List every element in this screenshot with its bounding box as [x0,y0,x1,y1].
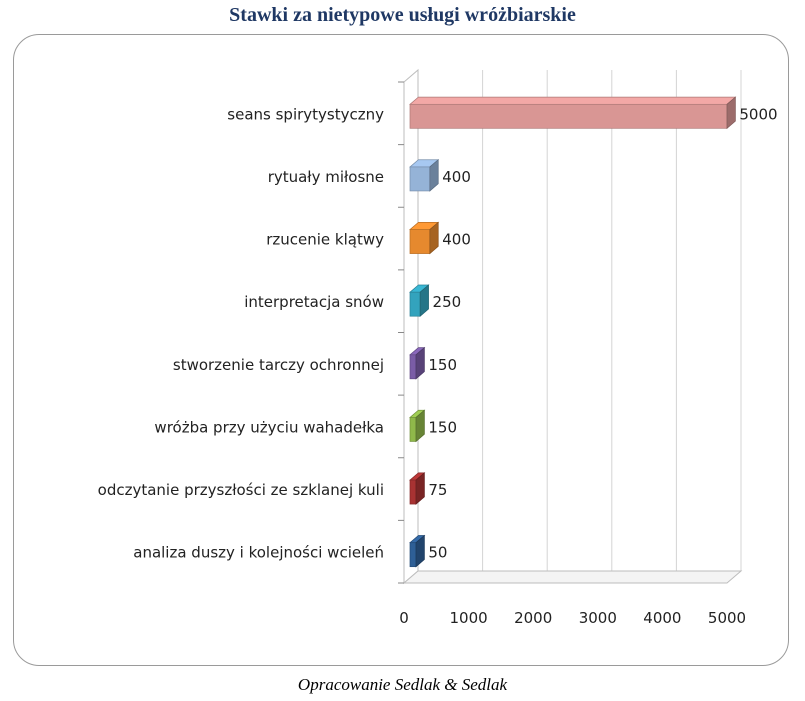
category-label: wróżba przy użyciu wahadełka [154,418,384,436]
bar-side [429,221,439,255]
bar [409,229,431,254]
floor [402,570,743,584]
data-label: 75 [428,481,447,499]
bar [409,542,417,568]
data-label: 150 [428,356,457,374]
data-label: 250 [433,293,462,311]
bar-side [419,284,429,317]
data-label: 400 [442,231,471,249]
chart-frame [13,34,789,666]
bar-side [415,472,425,505]
bar-side [726,96,736,130]
data-label: 400 [442,168,471,186]
bar-side [415,346,425,380]
bar [409,291,421,317]
category-label: interpretacja snów [244,293,384,311]
x-tick-label: 3000 [579,609,617,627]
bar [409,354,417,380]
category-label: seans spirytystyczny [227,105,384,123]
bar [409,166,431,192]
bar-side [415,409,425,443]
x-tick-label: 2000 [514,609,552,627]
bar-top [409,96,737,105]
bar [409,103,728,129]
bar [409,417,417,442]
x-tick-label: 1000 [450,609,488,627]
category-label: analiza duszy i kolejności wcieleń [133,544,384,562]
category-label: odczytanie przyszłości ze szklanej kuli [98,481,384,499]
bar-side [415,534,425,568]
chart-title: Stawki za nietypowe usługi wróżbiarskie [229,4,576,26]
data-label: 5000 [739,105,777,123]
category-label: stworzenie tarczy ochronnej [173,356,384,374]
category-label: rzucenie klątwy [266,231,384,249]
side-wall [403,68,419,585]
category-label: rytuały miłosne [268,168,384,186]
x-tick-label: 4000 [643,609,681,627]
source-note: Opracowanie Sedlak & Sedlak [297,675,508,694]
bar-side [429,158,439,192]
x-tick-label: 5000 [708,609,746,627]
data-label: 150 [428,418,457,436]
data-label: 50 [428,544,447,562]
bar [409,479,417,505]
x-tick-label: 0 [399,609,409,627]
